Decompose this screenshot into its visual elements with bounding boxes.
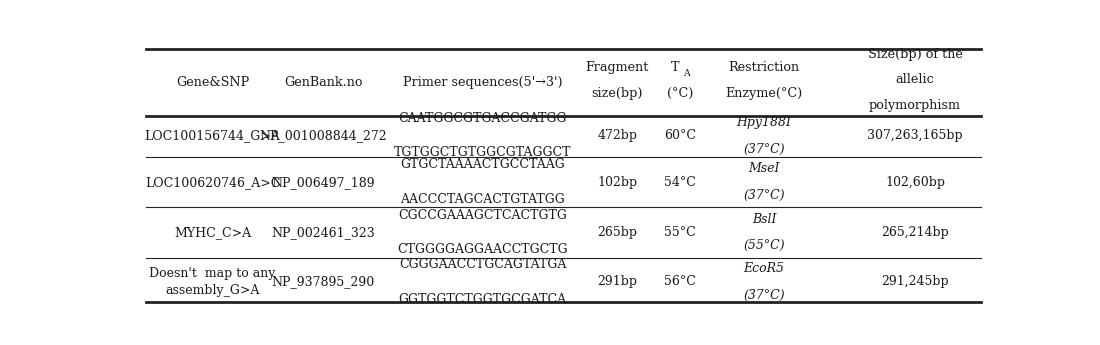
Text: A: A [683, 69, 690, 78]
Text: 307,263,165bp: 307,263,165bp [867, 129, 962, 142]
Text: EcoR5: EcoR5 [744, 262, 784, 275]
Text: NP_937895_290: NP_937895_290 [272, 275, 375, 288]
Text: Enzyme(°C): Enzyme(°C) [726, 87, 803, 100]
Text: 102bp: 102bp [597, 176, 638, 189]
Text: size(bp): size(bp) [592, 87, 644, 100]
Text: NP_001008844_272: NP_001008844_272 [260, 129, 387, 142]
Text: GenBank.no: GenBank.no [284, 76, 363, 89]
Text: Size(bp) of the: Size(bp) of the [868, 48, 962, 61]
Text: Fragment: Fragment [586, 61, 649, 75]
Text: Hpy188I: Hpy188I [737, 116, 792, 129]
Text: Gene&SNP: Gene&SNP [176, 76, 249, 89]
Text: MYHC_C>A: MYHC_C>A [174, 226, 251, 239]
Text: 291bp: 291bp [597, 275, 638, 288]
Text: NP_006497_189: NP_006497_189 [272, 176, 375, 189]
Text: 102,60bp: 102,60bp [886, 176, 945, 189]
Text: 56°C: 56°C [663, 275, 695, 288]
Text: TGTGGCTGTGGCGTAGGCT: TGTGGCTGTGGCGTAGGCT [394, 147, 572, 159]
Text: NP_002461_323: NP_002461_323 [272, 226, 375, 239]
Text: LOC100156744_G>A: LOC100156744_G>A [144, 129, 280, 142]
Text: CGGGAACCTGCAGTATGA: CGGGAACCTGCAGTATGA [399, 258, 566, 271]
Text: Primer sequences(5'→3'): Primer sequences(5'→3') [403, 76, 562, 89]
Text: CTGGGGAGGAACCTGCTG: CTGGGGAGGAACCTGCTG [397, 244, 568, 256]
Text: Restriction: Restriction [728, 61, 800, 75]
Text: LOC100620746_A>C: LOC100620746_A>C [145, 176, 280, 189]
Text: 291,245bp: 291,245bp [881, 275, 949, 288]
Text: T: T [671, 61, 680, 75]
Text: (37°C): (37°C) [744, 189, 785, 202]
Text: (37°C): (37°C) [744, 142, 785, 156]
Text: (55°C): (55°C) [744, 239, 785, 253]
Text: CAATGGCGTGACCGATGG: CAATGGCGTGACCGATGG [398, 112, 566, 125]
Text: BslI: BslI [751, 213, 777, 226]
Text: 55°C: 55°C [663, 226, 695, 239]
Text: 60°C: 60°C [663, 129, 695, 142]
Text: (37°C): (37°C) [744, 289, 785, 302]
Text: 472bp: 472bp [597, 129, 638, 142]
Text: AACCCTAGCACTGTATGG: AACCCTAGCACTGTATGG [400, 193, 565, 206]
Text: 265bp: 265bp [597, 226, 638, 239]
Text: 54°C: 54°C [663, 176, 695, 189]
Text: (°C): (°C) [667, 87, 693, 100]
Text: MseI: MseI [748, 162, 780, 175]
Text: GTGCTAAAACTGCCTAAG: GTGCTAAAACTGCCTAAG [400, 158, 565, 171]
Text: polymorphism: polymorphism [869, 99, 961, 112]
Text: Doesn't  map to any
assembly_G>A: Doesn't map to any assembly_G>A [150, 267, 276, 297]
Text: CGCCGAAAGCTCACTGTG: CGCCGAAAGCTCACTGTG [398, 209, 568, 222]
Text: GGTGGTCTGGTGCGATCA: GGTGGTCTGGTGCGATCA [398, 293, 566, 306]
Text: 265,214bp: 265,214bp [881, 226, 949, 239]
Text: allelic: allelic [895, 73, 934, 86]
